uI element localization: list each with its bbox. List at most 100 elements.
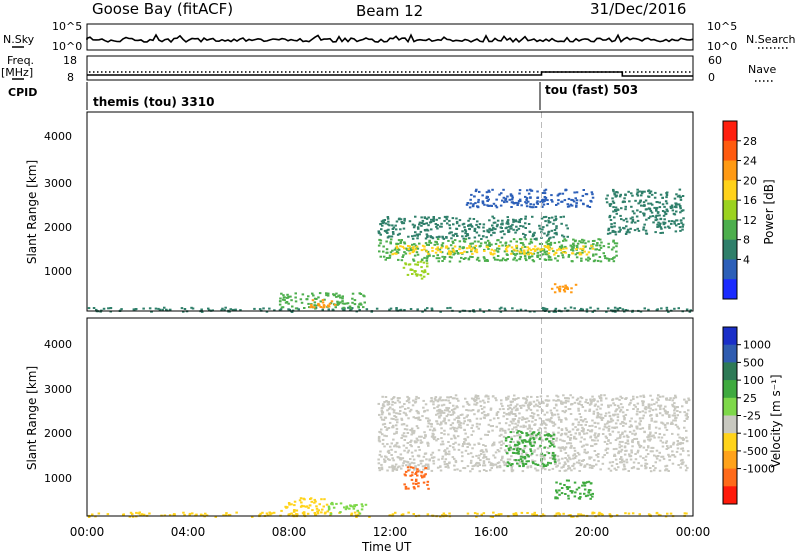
velocity-cell (470, 427, 473, 429)
power-cell (558, 245, 562, 248)
power-cell (599, 238, 602, 241)
power-cell (524, 201, 527, 204)
velocity-cell (469, 461, 473, 464)
velocity-cell (504, 464, 507, 466)
velocity-cell (583, 465, 587, 468)
velocity-cell (529, 415, 532, 418)
velocity-cell (471, 424, 474, 427)
velocity-cell (424, 473, 427, 476)
velocity-cell (529, 448, 532, 451)
velocity-cell (664, 405, 667, 408)
power-cell (625, 217, 628, 220)
power-cell (544, 245, 548, 248)
velocity-cell (302, 511, 306, 514)
velocity-cell (431, 432, 434, 435)
power-cell (623, 197, 626, 200)
velocity-cell (630, 449, 633, 452)
velocity-cell (620, 459, 624, 461)
velocity-cell (470, 397, 474, 400)
velocity-cell (555, 409, 559, 412)
velocity-cell (416, 470, 419, 473)
velocity-cell (535, 436, 538, 439)
velocity-cell (647, 446, 650, 449)
velocity-cell (561, 410, 564, 413)
velocity-cell (621, 433, 624, 435)
velocity-cell (589, 398, 592, 401)
velocity-cell (545, 418, 548, 421)
velocity-cell (502, 429, 505, 432)
velocity-cell (618, 398, 621, 401)
power-cell (556, 249, 559, 252)
velocity-cell (380, 468, 384, 471)
velocity-cell (642, 394, 645, 397)
power-cell (562, 256, 565, 259)
velocity-cell (552, 452, 555, 454)
velocity-cell (647, 438, 650, 441)
velocity-cell (554, 460, 557, 463)
velocity-cell (411, 455, 414, 458)
velocity-cell (517, 419, 520, 422)
velocity-cell (677, 442, 680, 445)
power-colorbar-tick-label: 24 (743, 155, 757, 168)
velocity-cell (468, 443, 472, 446)
velocity-cell (393, 445, 396, 448)
velocity-cell (293, 500, 297, 503)
power-cell (399, 218, 403, 221)
velocity-cell (380, 455, 383, 458)
power-cell (546, 243, 550, 246)
velocity-cell (652, 434, 655, 437)
velocity-cell (509, 400, 512, 403)
power-cell (610, 223, 613, 226)
velocity-cell (585, 481, 589, 484)
power-cell (483, 248, 486, 251)
velocity-cell (410, 439, 413, 442)
velocity-cell (514, 512, 518, 515)
velocity-cell (666, 447, 670, 450)
x-tick-label: 00:00 (70, 525, 105, 539)
velocity-cell (521, 470, 525, 473)
velocity-cell (427, 466, 430, 468)
power-cell (336, 300, 339, 303)
power-cell (412, 249, 415, 252)
velocity-cell (536, 463, 540, 466)
velocity-cell (648, 410, 651, 413)
power-cell (605, 310, 608, 313)
power-cell (499, 230, 503, 233)
power-ylabel: Slant Range [km] (25, 160, 39, 264)
power-cell (281, 298, 285, 301)
power-cell (651, 203, 654, 206)
velocity-cell (557, 459, 560, 462)
power-cell (544, 259, 547, 261)
x-tick-label: 04:00 (171, 525, 206, 539)
velocity-cell (290, 503, 293, 506)
power-cell (547, 246, 550, 249)
power-cell (483, 250, 486, 252)
velocity-cell (360, 503, 364, 506)
power-cell (495, 198, 498, 201)
power-cell (688, 310, 692, 313)
velocity-cell (424, 467, 427, 470)
velocity-cell (588, 408, 592, 411)
power-cell (449, 251, 453, 254)
velocity-cell (426, 468, 430, 470)
velocity-cell (459, 426, 463, 429)
velocity-cell (553, 407, 556, 410)
velocity-cell (649, 450, 653, 453)
power-cell (307, 302, 310, 305)
power-cell (486, 246, 489, 249)
velocity-cell (536, 396, 539, 398)
velocity-cell (630, 467, 634, 470)
velocity-cell (529, 454, 533, 457)
velocity-cell (603, 454, 606, 456)
velocity-cell (615, 447, 618, 450)
power-cell (679, 211, 682, 214)
power-cell (440, 246, 443, 249)
power-cell (470, 193, 473, 196)
velocity-cell (473, 400, 477, 403)
velocity-cell (377, 458, 380, 461)
power-cell (348, 309, 352, 312)
power-cell (533, 245, 537, 248)
velocity-cell (183, 513, 186, 516)
velocity-cell (673, 402, 676, 405)
velocity-cell (479, 450, 483, 453)
